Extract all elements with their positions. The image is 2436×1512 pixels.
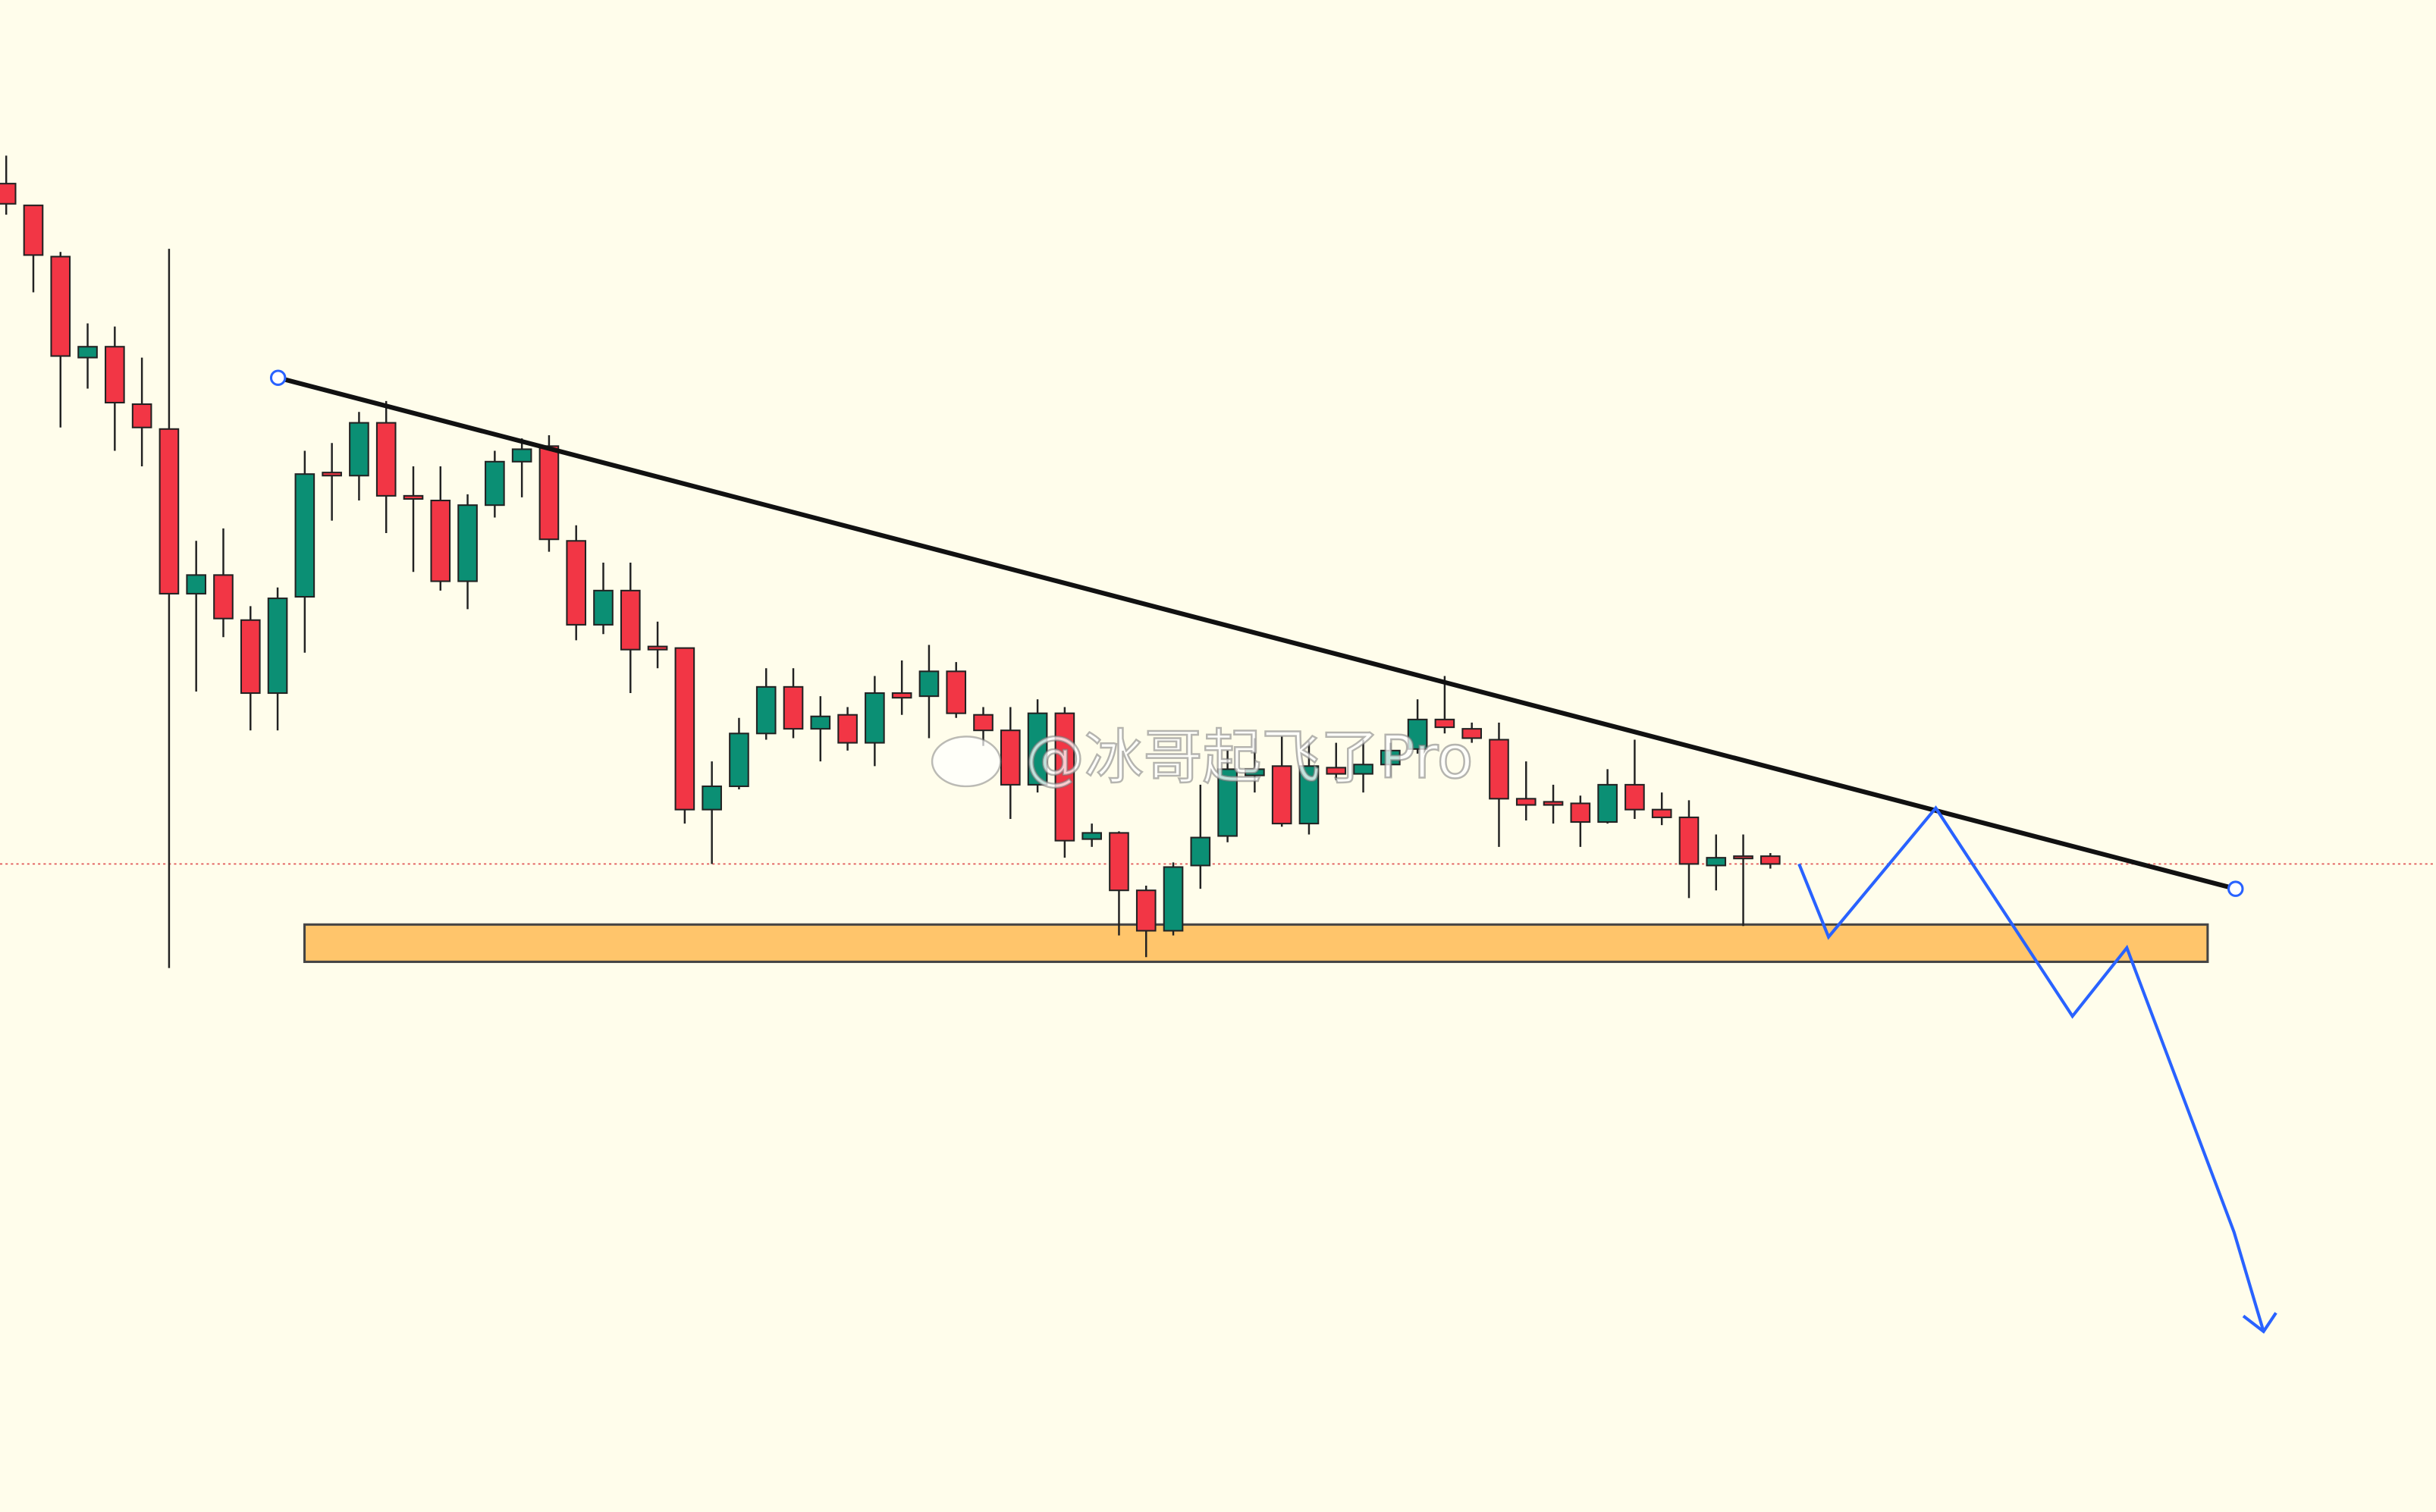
projection-path [1797,805,2265,1332]
candle-body [131,403,152,428]
candle-body [1407,718,1428,750]
watermark: @冰哥起飞了Pro [1025,724,1473,792]
candle-body [702,785,722,811]
candle-body [1515,798,1537,806]
candle-body [674,647,695,811]
trend-line [277,375,2237,892]
candle-body [1760,855,1781,865]
candle-body [23,204,44,256]
candle-body [511,448,532,463]
candle-body [186,574,207,594]
candle-body [1217,768,1238,837]
candle-body [403,494,424,500]
candle-body [0,183,17,205]
candle-body [1570,802,1591,823]
candle-body [105,346,125,403]
candle-body [946,670,967,714]
candle-body [1245,768,1265,776]
candle-body [1163,866,1184,932]
candle-body [294,473,315,598]
candle-body [1109,832,1129,892]
candle-body [159,428,180,594]
candle-body [566,540,587,626]
support-zone [303,923,2209,963]
candle-body [1081,832,1102,840]
candle-body [77,346,98,359]
candle-body [1489,739,1509,800]
candle-body [729,732,749,787]
candle-body [1271,765,1292,825]
candle-body [1190,836,1211,867]
candle-body [1135,889,1157,932]
watermark-logo [931,736,1002,788]
candle-body [430,500,451,582]
candle-body [837,714,858,744]
candle-body [783,685,804,730]
candle-body [647,645,668,651]
candle-body [1000,729,1021,786]
candle-body [213,574,234,620]
candle-body [973,714,994,732]
candle-body [1434,718,1455,729]
candle-body [485,460,505,507]
candle-body [1353,764,1373,775]
candle-body [1054,712,1075,842]
candle-body [1651,808,1672,818]
candle-body [1625,783,1645,811]
candle-body [865,692,885,744]
candles [0,155,1781,968]
trend-handle [2227,880,2244,897]
candle-body [810,715,831,730]
candle-body [375,422,397,497]
candle-body [891,692,912,699]
candle-body [593,589,614,626]
trend-handle [269,369,287,386]
candle-body [1543,801,1564,806]
candle-body [1027,712,1048,786]
candle-body [1597,783,1618,823]
candle-body [457,504,478,582]
candle-body [1380,749,1401,766]
candle-body [755,685,777,735]
candle-body [322,472,342,477]
candle-body [1678,816,1700,865]
candle-body [1298,765,1320,825]
candle-body [918,670,940,698]
candle-body [620,589,641,651]
candle-body [538,445,560,541]
candle-body [1733,855,1753,860]
candle-body [349,422,369,477]
candle-body [50,256,71,357]
candle-body [240,619,261,695]
candle-body [1461,728,1482,739]
candle-body [1706,857,1727,867]
candle-body [267,598,288,695]
projection-arrow [2242,1312,2277,1334]
candle-body [1326,767,1347,775]
